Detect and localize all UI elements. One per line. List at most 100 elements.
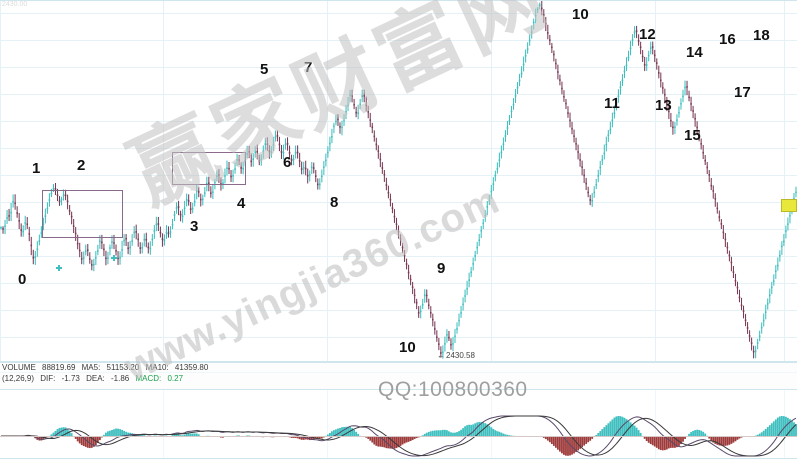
macd-histogram-bar (700, 430, 703, 436)
price-candlestick-series (0, 1, 797, 359)
macd-histogram-bar (498, 431, 501, 436)
macd-histogram-bar (88, 436, 91, 449)
macd-histogram-bar (308, 436, 311, 441)
wave-label-10-11: 10 (572, 6, 589, 23)
macd-histogram-bar (78, 436, 81, 444)
ma5-value: 51153.20 (106, 363, 140, 372)
wave-label-13-14: 13 (655, 97, 672, 114)
macd-histogram-bar (391, 436, 394, 449)
macd-histogram-bar (556, 436, 559, 450)
macd-histogram-bar (682, 436, 684, 442)
macd-histogram-bar (789, 419, 791, 436)
macd-histogram-bar (429, 431, 432, 436)
macd-histogram-bar (774, 419, 777, 436)
price-callout: ←2430.58 (437, 351, 475, 360)
macd-histogram-bar (248, 435, 251, 436)
macd-histogram-bar (373, 436, 376, 445)
macd-histogram-bar (730, 436, 733, 444)
macd-histogram-bar (609, 421, 612, 436)
dif-label: DIF: (40, 374, 56, 383)
macd-histogram-bar (726, 436, 729, 446)
macd-histogram-bar (688, 433, 690, 436)
macd-histogram-bar (676, 436, 678, 448)
macd-histogram-bar (645, 436, 648, 442)
wave-label-17-18: 17 (734, 84, 751, 101)
macd-histogram-bar (577, 436, 579, 451)
macd-histogram-bar (613, 417, 616, 436)
macd-histogram-bar (795, 424, 797, 436)
macd-histogram-bar (569, 436, 571, 456)
macd-indicator-panel[interactable] (0, 390, 797, 459)
macd-histogram-bar (437, 430, 440, 436)
macd-params: (12,26,9) (2, 374, 35, 383)
macd-histogram-bar (314, 436, 317, 439)
macd-histogram-bar (177, 434, 180, 436)
macd-histogram-bar (446, 430, 448, 436)
macd-histogram-bar (298, 436, 301, 440)
macd-histogram-bar (84, 436, 87, 447)
macd-histogram-bar (462, 428, 464, 436)
macd-histogram-bar (68, 430, 71, 436)
price-annotation-overlay[interactable] (0, 0, 797, 362)
macd-histogram-bar (375, 436, 378, 446)
macd-histogram-bar (488, 425, 491, 436)
macd-histogram-bar (722, 436, 725, 446)
macd-histogram-bar (716, 436, 719, 445)
macd-histogram-bar (599, 431, 602, 436)
macd-histogram-bar (64, 427, 67, 436)
macd-histogram-bar (246, 435, 249, 436)
wave-label-0-0: 0 (18, 271, 27, 288)
macd-histogram-bar (565, 436, 567, 456)
macd-histogram-bar (127, 432, 130, 436)
macd-histogram-bar (458, 431, 460, 436)
wave-label-10-10: 10 (399, 339, 416, 356)
macd-histogram-bar (44, 436, 47, 439)
macd-readout-row: (12,26,9) DIF: -1.73 DEA: -1.86 MACD: 0.… (2, 374, 187, 383)
macd-histogram-bar (601, 429, 604, 436)
macd-histogram-bar (639, 432, 642, 436)
macd-histogram-bar (423, 433, 426, 436)
indicator-readout-panel (0, 362, 797, 390)
macd-histogram-bar (665, 436, 668, 450)
ma10-label: MA10: (145, 363, 169, 372)
macd-histogram-bar (320, 436, 323, 439)
macd-histogram-bar (472, 424, 475, 436)
macd-histogram-bar (387, 436, 390, 449)
macd-histogram-bar (441, 429, 444, 436)
macd-histogram-bar (480, 422, 483, 436)
macd-histogram-bar (119, 429, 121, 436)
wave-label-1-1: 1 (32, 160, 41, 177)
macd-histogram-bar (736, 436, 739, 440)
macd-histogram-bar (52, 432, 55, 436)
consolidation-box-2[interactable] (172, 152, 246, 185)
macd-histogram-bar (300, 436, 303, 440)
wave-label-9-9: 9 (437, 260, 446, 277)
consolidation-box-1[interactable] (42, 190, 123, 238)
macd-histogram-bar (625, 419, 628, 436)
macd-histogram-bar (653, 436, 656, 447)
macd-histogram-bar (732, 436, 735, 443)
macd-histogram-bar (90, 436, 93, 448)
macd-histogram-bar (141, 435, 144, 436)
macd-histogram-bar (296, 436, 299, 439)
macd-histogram-bar (782, 416, 785, 436)
current-price-tag[interactable] (781, 199, 797, 212)
price-chart-panel[interactable] (0, 0, 797, 362)
macd-histogram-bar (98, 436, 101, 441)
price-callout-arrow: ← (437, 351, 445, 360)
macd-histogram-bar (486, 424, 489, 436)
macd-histogram-bar (478, 422, 481, 436)
macd-histogram-bar (573, 436, 575, 454)
macd-histogram-bar (684, 436, 686, 439)
macd-histogram-bar (579, 436, 582, 449)
macd-histogram-bar (672, 436, 674, 448)
macd-histogram-bar (476, 422, 479, 436)
macd-histogram-bar (559, 436, 561, 452)
macd-histogram-bar (589, 436, 592, 441)
macd-histogram-bar (710, 436, 713, 441)
macd-histogram-bar (728, 436, 731, 445)
macd-histogram-bar (762, 430, 765, 436)
macd-histogram-bar (143, 435, 146, 436)
macd-histogram-bar (583, 436, 586, 446)
macd-histogram-bar (768, 425, 771, 436)
